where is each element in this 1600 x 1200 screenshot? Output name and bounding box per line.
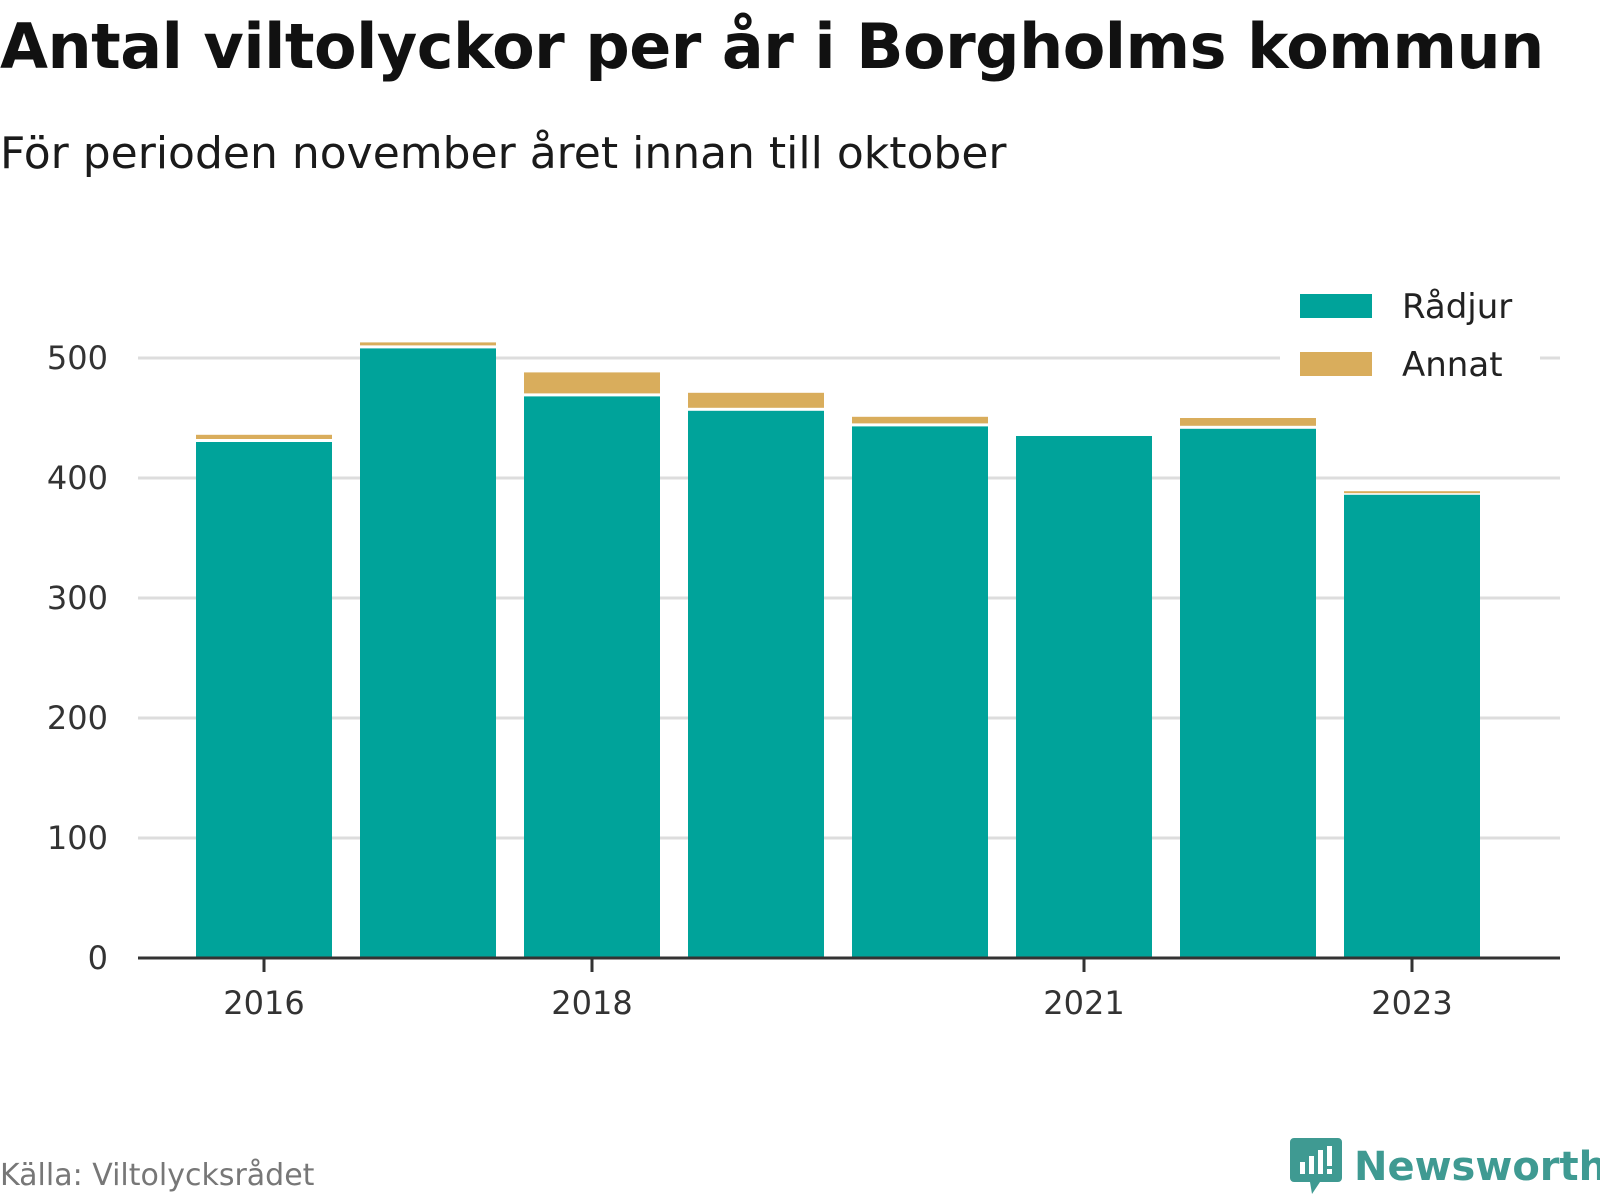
bars [196,342,1480,958]
bar-chart: 0 100 200 300 400 500 2016 2018 2021 2023 Rådjur … [46,276,1560,1022]
chart-title: Antal viltolyckor per år i Borgholms kom… [0,10,1544,83]
bar-radjur-2020 [852,426,988,958]
y-tick-label: 0 [88,939,108,977]
newsworthy-logo-icon [1290,1138,1342,1194]
bar-radjur-2023 [1344,494,1480,958]
x-tick-label: 2016 [223,984,304,1022]
bar-annat-2019 [688,392,824,408]
bar-radjur-2018 [524,396,660,958]
y-tick-label: 300 [47,579,108,617]
axes: 0 100 200 300 400 500 2016 2018 2021 2023 [47,339,1560,1022]
brand-name: Newsworthy [1354,1144,1600,1190]
bar-radjur-2022 [1180,428,1316,958]
bar-annat-2020 [852,416,988,424]
legend: Rådjur Annat [1280,276,1540,386]
bar-radjur-2016 [196,442,332,958]
y-tick-label: 200 [47,699,108,737]
brand-logo: Newsworthy [1290,1138,1600,1196]
legend-swatch-radjur [1300,294,1372,318]
bar-radjur-2019 [688,410,824,958]
legend-swatch-annat [1300,352,1372,376]
chart-subtitle: För perioden november året innan till ok… [0,128,1007,179]
legend-label-radjur: Rådjur [1402,287,1512,327]
bar-annat-2018 [524,372,660,394]
y-tick-label: 400 [47,459,108,497]
y-tick-label: 100 [47,819,108,857]
x-tick-label: 2021 [1043,984,1124,1022]
bar-annat-2016 [196,434,332,439]
y-tick-label: 500 [47,339,108,377]
x-tick-label: 2018 [551,984,632,1022]
bar-annat-2023 [1344,491,1480,494]
bar-radjur-2017 [360,348,496,958]
legend-label-annat: Annat [1402,345,1503,385]
bar-radjur-2021 [1016,436,1152,958]
x-tick-label: 2023 [1371,984,1452,1022]
bar-annat-2022 [1180,418,1316,426]
source-note: Källa: Viltolycksrådet [0,1158,315,1193]
bar-annat-2017 [360,342,496,346]
